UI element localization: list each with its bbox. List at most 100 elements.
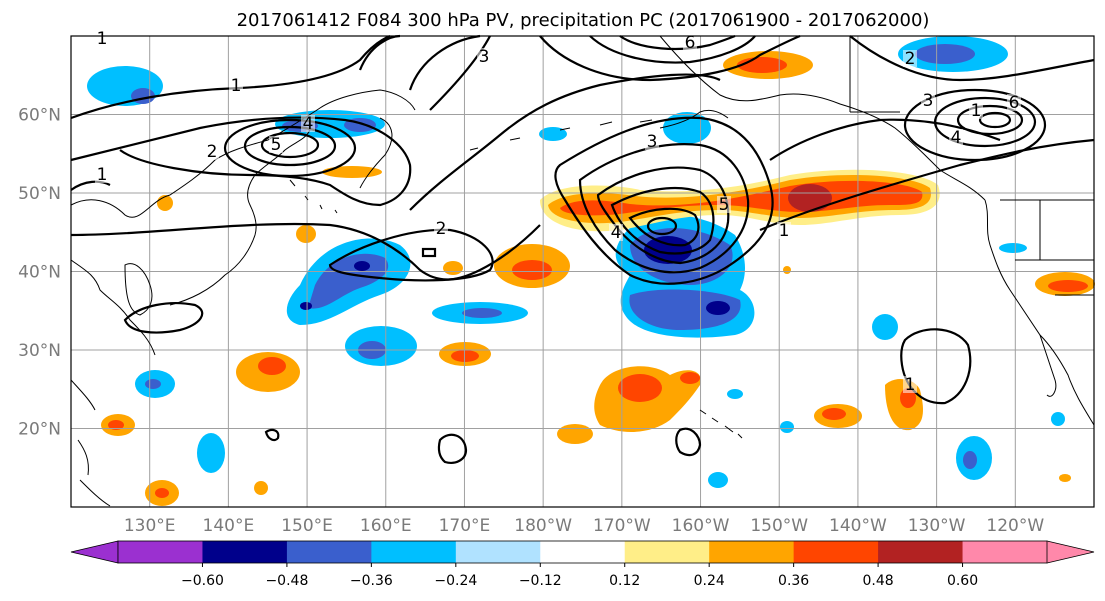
coastline	[124, 263, 153, 316]
pv-contour	[903, 88, 1047, 162]
pv-contour-label: 1	[971, 101, 982, 121]
coastline	[1039, 334, 1057, 397]
contour-label-background	[95, 30, 109, 47]
colorbar-frame	[117, 540, 1048, 564]
longitude-tick-label: 140°E	[203, 516, 255, 536]
colorbar-extend-low	[70, 540, 119, 564]
contour-label-background	[683, 34, 697, 51]
latitude-tick-label: 50°N	[18, 184, 61, 204]
colorbar-segment	[709, 541, 795, 563]
contour-label-background	[1007, 94, 1021, 111]
contour-label-background	[903, 50, 917, 67]
contour-label-background	[609, 224, 623, 241]
colorbar-segment	[455, 541, 541, 563]
pv-contour	[264, 428, 280, 442]
longitude-tick-label: 180°W	[514, 516, 572, 536]
contour-label-background	[969, 102, 983, 119]
precip-blob	[1051, 412, 1065, 426]
precip-blob	[1059, 474, 1071, 482]
pv-contour-label: 1	[779, 221, 790, 241]
pv-contour	[409, 73, 721, 211]
pv-contour	[70, 34, 391, 120]
pv-contour-label: 2	[207, 142, 218, 162]
precip-blob	[451, 350, 479, 362]
pv-contour	[578, 143, 750, 274]
contour-label-background	[477, 48, 491, 65]
precipitation-shading	[87, 36, 1095, 506]
precip-blob	[872, 314, 898, 340]
longitude-labels: 130°E 140°E 150°E 160°E 170°E 180°W 170°W 160°W…	[124, 516, 1045, 536]
pv-contour	[437, 433, 468, 464]
pv-contour	[619, 34, 736, 50]
pv-contour	[759, 138, 1095, 232]
precip-blob	[300, 302, 312, 310]
contour-label-background	[434, 220, 448, 237]
colorbar-tick-label: 0.12	[609, 573, 640, 589]
contour-label-background	[301, 115, 315, 132]
figure-title: 2017061412 F084 300 hPa PV, precipitatio…	[237, 10, 930, 31]
contour-label-background	[949, 129, 963, 146]
colorbar-tick-label: −0.12	[519, 573, 562, 589]
colorbar-segment	[371, 541, 457, 563]
pv-contour	[589, 35, 756, 64]
precip-blob	[145, 379, 161, 389]
longitude-tick-label: 140°W	[829, 516, 887, 536]
colorbar-tick-label: 0.36	[778, 573, 809, 589]
pv-contour	[421, 247, 437, 258]
pv-contour-label: 1	[97, 29, 108, 49]
longitude-tick-label: 160°E	[360, 516, 412, 536]
precip-blob	[618, 374, 662, 402]
longitude-tick-label: 120°W	[986, 516, 1044, 536]
pv-contour-label: 2	[905, 49, 916, 69]
precip-blob	[999, 243, 1027, 253]
pv-contour-label: 4	[303, 114, 314, 134]
precip-blob	[557, 424, 593, 444]
colorbar-tick-label: 0.24	[694, 573, 725, 589]
precip-blob	[680, 372, 700, 384]
coastline	[70, 259, 156, 356]
colorbar-segment	[202, 541, 288, 563]
precip-blob	[780, 421, 794, 433]
precip-blob	[462, 308, 502, 318]
pv-contour-label: 6	[685, 33, 696, 53]
longitude-tick-label: 130°E	[124, 516, 176, 536]
coastline	[699, 409, 743, 439]
latitude-tick-label: 20°N	[18, 420, 61, 440]
pv-contour	[539, 34, 801, 82]
pv-contour-label: 5	[719, 195, 730, 215]
contour-label-background	[645, 133, 659, 150]
pv-contour	[223, 118, 357, 178]
contour-label-background	[903, 376, 917, 393]
contour-label-background	[205, 143, 219, 160]
colorbar: −0.60 −0.48 −0.36 −0.24 −0.12 0.12 0.24 0.36 0.4…	[70, 540, 1095, 589]
coastline	[984, 199, 1095, 426]
longitude-tick-label: 160°W	[672, 516, 730, 536]
precip-blob	[157, 195, 173, 211]
precip-blob	[708, 472, 728, 488]
pv-contour	[123, 302, 204, 334]
pv-contour-label: 1	[97, 165, 108, 185]
precip-blob	[822, 408, 846, 420]
latitude-tick-label: 60°N	[18, 106, 61, 126]
precip-blob	[963, 451, 977, 469]
colorbar-tick-label: −0.60	[181, 573, 224, 589]
contour-label-background	[229, 77, 243, 94]
precip-blob	[155, 488, 169, 498]
pv-contour	[900, 328, 972, 405]
pv-contour	[70, 180, 111, 191]
colorbar-tick-label: −0.48	[265, 573, 308, 589]
precip-blob	[296, 225, 316, 243]
precip-blob	[1048, 280, 1088, 292]
precip-blob	[322, 166, 382, 178]
colorbar-tick-label: 0.60	[947, 573, 978, 589]
coastlines	[70, 35, 1095, 507]
latitude-labels: 60°N 50°N 40°N 30°N 20°N	[18, 106, 61, 440]
precip-blob	[706, 301, 730, 315]
precip-blob	[560, 180, 923, 216]
coastline	[659, 109, 729, 129]
contour-label-background	[95, 166, 109, 183]
colorbar-extend-high	[1046, 540, 1095, 564]
colorbar-segment	[286, 541, 372, 563]
precip-blob	[783, 266, 791, 274]
